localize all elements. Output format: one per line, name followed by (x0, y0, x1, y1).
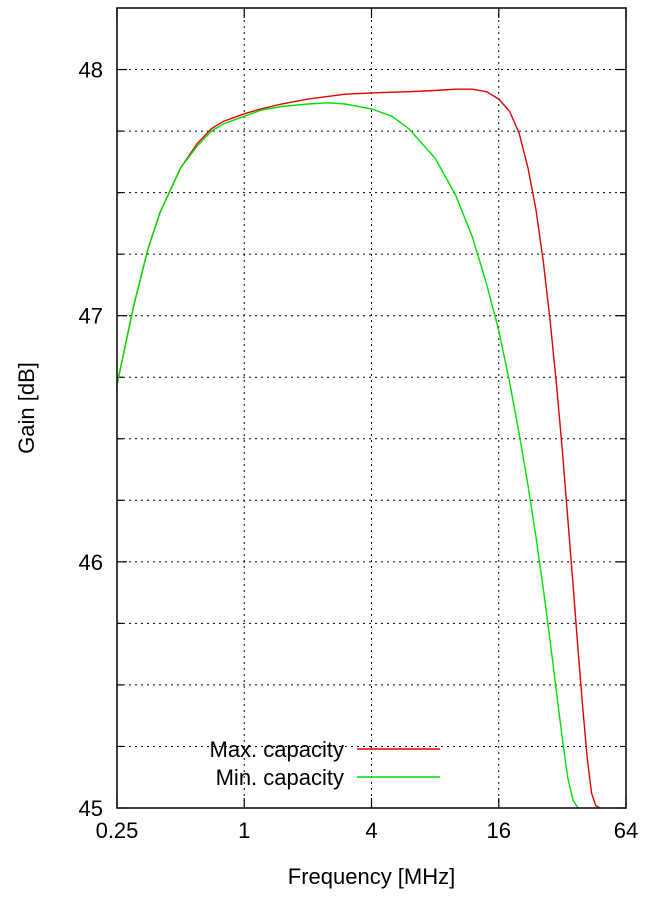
series-line-max-capacity (116, 88, 600, 809)
plot-frame (116, 7, 627, 809)
x-tick-label: 64 (614, 818, 638, 843)
legend-label-max-capacity: Max. capacity (210, 737, 345, 762)
x-tick-label: 1 (238, 818, 250, 843)
series-lines (116, 88, 600, 809)
x-tick-label: 16 (487, 818, 511, 843)
y-axis-label: Gain [dB] (14, 362, 39, 454)
y-tick-label: 47 (79, 304, 103, 329)
x-tick-label: 4 (365, 818, 377, 843)
y-tick-labels: 45 46 47 48 (79, 58, 103, 821)
x-axis-label: Frequency [MHz] (288, 864, 456, 889)
x-tick-labels: 0.25 1 4 16 64 (96, 818, 639, 843)
y-tick-label: 48 (79, 58, 103, 83)
grid-lines (117, 8, 626, 808)
legend-label-min-capacity: Min. capacity (216, 765, 344, 790)
x-tick-label: 0.25 (96, 818, 139, 843)
series-line-min-capacity (116, 102, 579, 809)
legend: Max. capacity Min. capacity (210, 737, 440, 790)
y-tick-label: 45 (79, 796, 103, 821)
y-tick-label: 46 (79, 550, 103, 575)
